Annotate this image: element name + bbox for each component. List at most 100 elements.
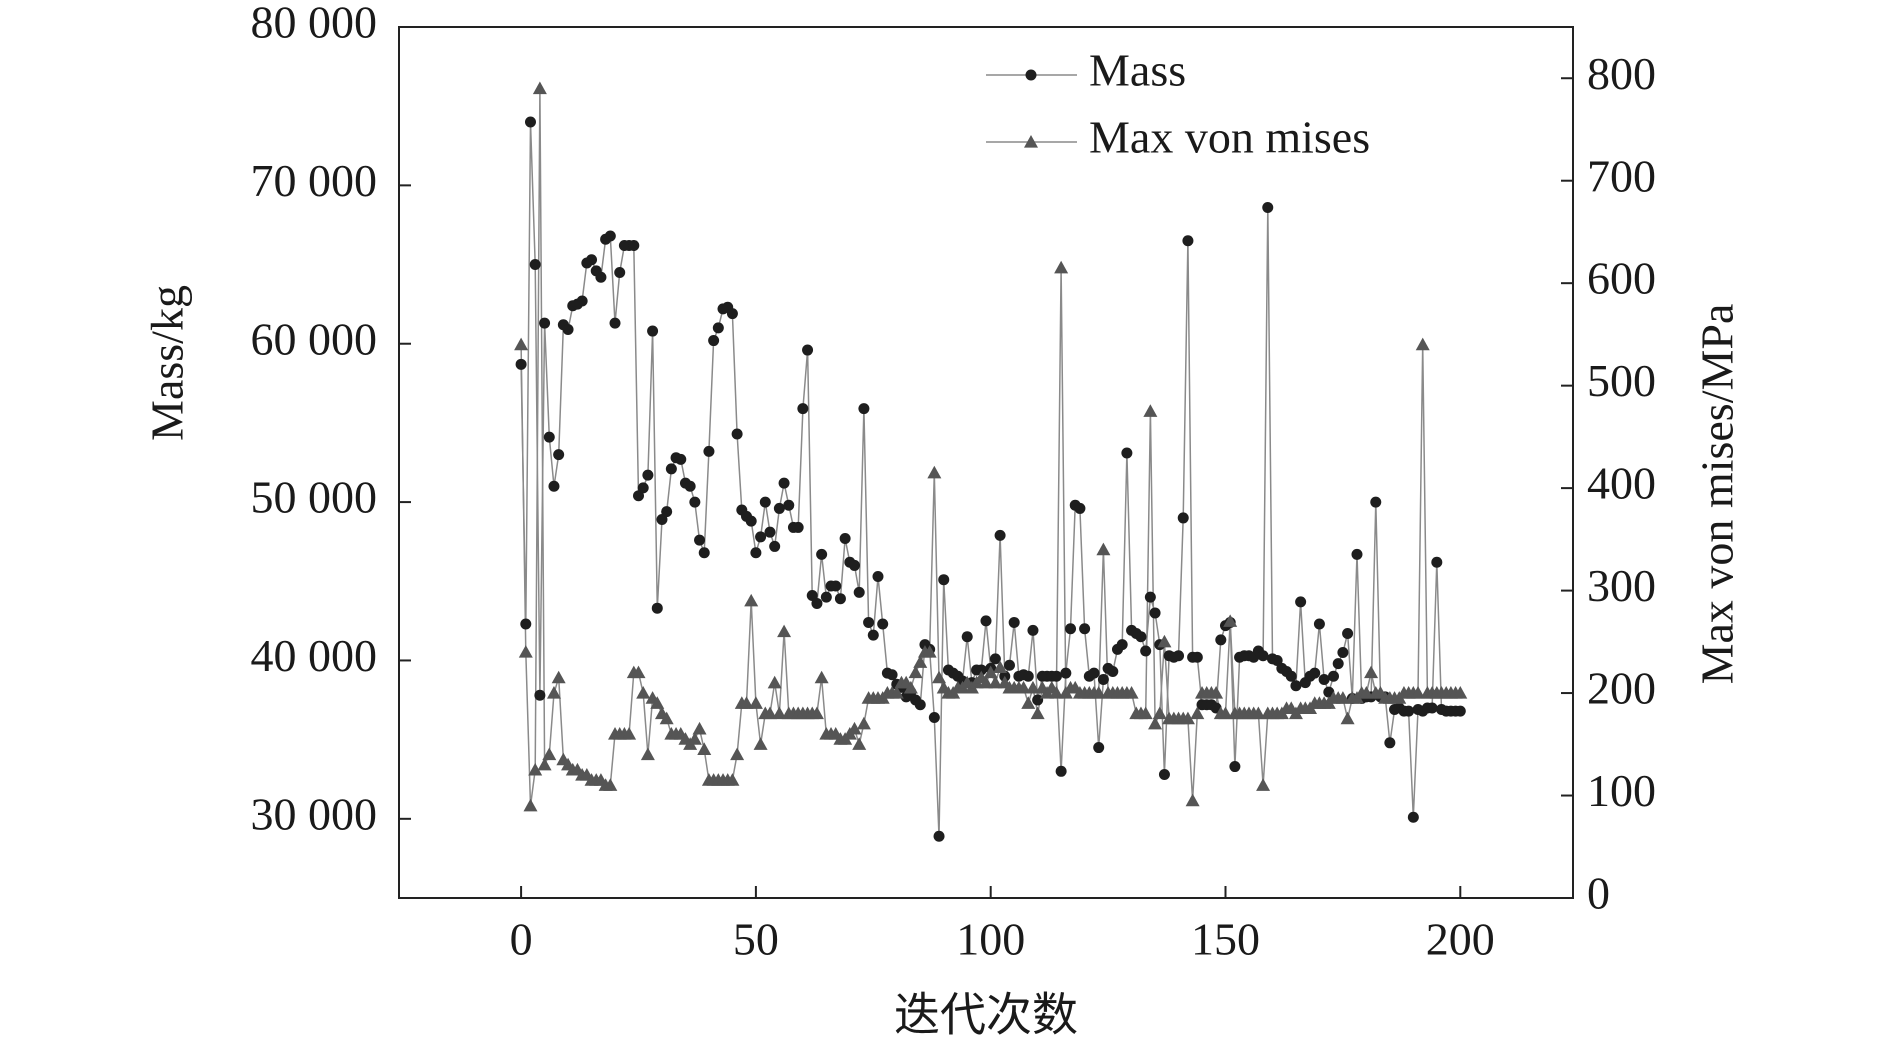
data-point [514,337,529,351]
data-point [1055,765,1067,777]
data-point [993,660,1008,674]
data-point [806,590,818,602]
y-tick-label: 40 000 [251,630,378,681]
data-point [650,696,665,709]
data-point [1030,706,1045,720]
data-point [731,428,743,440]
data-point [551,670,566,684]
data-point [1121,447,1133,459]
x-tick-label: 50 [733,914,779,965]
data-point [1431,556,1443,568]
data-point [1158,768,1170,780]
y2-tick-label: 800 [1587,48,1656,99]
data-point [675,453,687,465]
data-point [1313,618,1325,630]
data-point [532,81,547,95]
data-point [1342,628,1354,640]
data-point [1065,623,1077,635]
data-point [603,778,618,791]
data-point [1093,742,1105,754]
data-point [913,655,928,668]
data-point [647,325,659,337]
data-point [661,506,673,518]
data-point [628,240,640,252]
legend-label: Mass [1089,45,1186,96]
data-point [1177,512,1189,524]
data-point [703,445,715,457]
data-point [839,533,851,545]
data-point [632,490,644,502]
data-point [1191,651,1203,663]
data-point [534,689,546,701]
data-point [1340,711,1355,725]
y2-tick-label: 500 [1587,355,1656,406]
data-point [1295,596,1307,608]
data-point [1370,496,1382,508]
data-point [927,465,942,479]
data-point [783,499,795,511]
data-point [979,675,993,689]
y-tick-label: 50 000 [251,472,378,523]
data-point [863,616,875,628]
data-point [576,295,588,307]
data-point [604,230,616,242]
data-point [1148,716,1163,730]
data-point [1021,696,1036,709]
legend-label: Max von mises [1089,112,1370,163]
x-axis-label: 迭代次数 [894,990,1078,1041]
data-point [772,706,787,720]
x-tick-label: 100 [956,914,1025,965]
data-point [1054,260,1069,274]
data-point [745,515,757,527]
series-line [520,121,1461,837]
data-point [1060,667,1072,679]
data-point [1143,404,1158,417]
data-point [1415,337,1430,351]
data-point [1180,711,1195,725]
data-point [755,531,767,543]
data-point [778,477,790,489]
x-tick-label: 0 [510,914,533,965]
data-point [980,615,992,627]
data-point [834,593,846,605]
data-point [726,308,738,320]
data-point [529,259,541,271]
data-point [753,737,768,750]
data-point [1149,607,1161,619]
data-point [1309,667,1321,679]
y-tick-label: 80 000 [251,0,378,48]
data-point [1328,670,1340,682]
data-point [1209,686,1224,699]
data-point [622,727,637,740]
data-point [614,266,626,278]
data-point [1251,706,1266,720]
data-point [1079,623,1091,635]
data-point [1290,680,1302,692]
data-point [809,706,824,720]
plot-frame [398,26,1574,899]
data-point [816,548,828,560]
data-point [847,721,862,735]
data-point [1454,705,1466,717]
data-point [1025,680,1040,694]
data-point [932,670,947,684]
data-point [922,645,937,658]
data-point [1257,650,1269,662]
data-point [1022,670,1034,682]
data-point [1032,694,1044,706]
data-point [636,686,651,699]
data-point [1384,737,1396,749]
data-point [928,711,940,723]
y2-tick-label: 400 [1587,458,1656,509]
data-point [595,271,607,283]
data-point [1318,673,1330,685]
data-point [1088,667,1100,679]
data-point [1218,706,1233,720]
data-point [548,480,560,492]
data-point [1337,647,1349,659]
data-point [1190,706,1205,720]
data-point [1173,650,1185,662]
data-point [769,540,781,552]
data-point [764,526,776,538]
